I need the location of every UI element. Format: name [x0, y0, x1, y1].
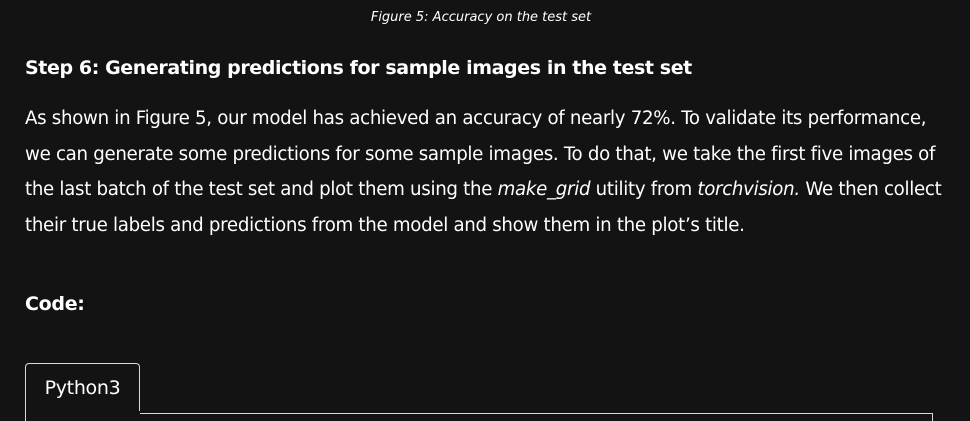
- make-grid-emphasis: make_grid: [497, 179, 591, 200]
- tab-python3[interactable]: Python3: [25, 363, 140, 411]
- paragraph-text-3: We then collect their true labels and pr…: [25, 179, 942, 236]
- paragraph-text-2: utility from: [590, 179, 698, 200]
- body-paragraph: As shown in Figure 5, our model has achi…: [25, 101, 955, 243]
- figure-caption: Figure 5: Accuracy on the test set: [370, 10, 592, 25]
- code-label: Code:: [25, 293, 85, 315]
- section-heading: Step 6: Generating predictions for sampl…: [25, 57, 692, 79]
- code-panel-border: [140, 413, 933, 421]
- torchvision-emphasis: torchvision.: [697, 179, 800, 200]
- tab-border-left: [25, 411, 26, 421]
- code-tabs: Python3: [25, 363, 933, 421]
- paragraph-text-1: As shown in Figure 5, our model has achi…: [25, 108, 936, 200]
